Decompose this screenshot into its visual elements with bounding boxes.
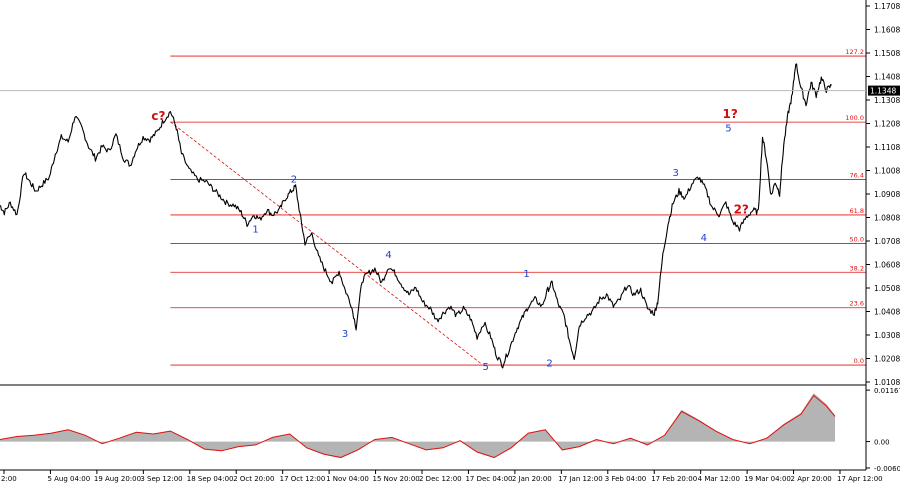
price-tick-label: 1.1508 [874, 49, 900, 58]
time-label: 2 Jan 20:00 [512, 475, 552, 483]
price-tick-label: 1.0608 [874, 261, 900, 270]
wave-label: 5 [725, 123, 731, 134]
wave-label: 3 [342, 329, 348, 340]
wave-label: 1 [252, 224, 258, 235]
current-price-label: 1.1348 [870, 87, 896, 96]
oscillator-tick-label: 0.00 [874, 439, 890, 447]
wave-label: 1? [723, 107, 738, 121]
oscillator-signal-line [0, 394, 836, 459]
wave-label: 1 [523, 269, 529, 280]
time-label: 3 Feb 04:00 [605, 475, 646, 483]
price-tick-label: 1.0108 [874, 378, 900, 387]
oscillator-tick-label: -0.00604 [874, 465, 900, 473]
wave-labels: c? 1 2 3 4 5 1 2 3 4 5 1? 2? [151, 107, 749, 373]
time-label: 4 Mar 12:00 [698, 475, 740, 483]
time-axis: 2:00 5 Aug 04:00 19 Aug 20:00 3 Sep 12:00 18… [1, 470, 883, 483]
price-tick-label: 1.1708 [874, 2, 900, 11]
time-label: 5 Aug 04:00 [47, 475, 90, 483]
wave-label: c? [151, 109, 165, 123]
price-tick-label: 1.1608 [874, 26, 900, 35]
price-tick-label: 1.0408 [874, 308, 900, 317]
oscillator-tick-label: 0.01167 [874, 387, 900, 395]
fib-level-label: 50.0 [850, 236, 864, 244]
price-tick-label: 1.1008 [874, 167, 900, 176]
fib-level-label: 23.6 [850, 300, 864, 308]
wave-label: 5 [482, 362, 488, 373]
time-label: 17 Dec 04:00 [465, 475, 512, 483]
price-tick-label: 1.1108 [874, 143, 900, 152]
time-label: 17 Feb 20:00 [651, 475, 697, 483]
fib-level-label: 100.0 [845, 114, 864, 122]
price-tick-label: 1.0508 [874, 284, 900, 293]
price-series [0, 63, 832, 369]
time-label: 17 Apr 12:00 [837, 475, 883, 483]
price-tick-label: 1.1208 [874, 120, 900, 129]
fib-level-label: 127.2 [845, 48, 864, 56]
time-label: 17 Oct 12:00 [280, 475, 326, 483]
time-label: 2 Apr 20:00 [791, 475, 832, 483]
time-label: 1 Nov 04:00 [326, 475, 369, 483]
time-label: 2 Oct 20:00 [233, 475, 274, 483]
price-tick-label: 1.1408 [874, 73, 900, 82]
time-label: 19 Mar 04:00 [744, 475, 791, 483]
fib-level-label: 38.2 [850, 264, 864, 272]
fib-level-label: 0.0 [854, 357, 864, 365]
wave-label: 2 [546, 358, 552, 369]
time-label: 17 Jan 12:00 [558, 475, 602, 483]
fib-level-label: 76.4 [850, 171, 864, 179]
wave-label: 3 [672, 168, 678, 179]
oscillator-panel: 0.01167 0.00 -0.00604 [0, 387, 900, 473]
price-line [0, 63, 832, 369]
time-label: 2 Dec 12:00 [419, 475, 462, 483]
trend-line [170, 121, 482, 365]
time-label: 19 Aug 20:00 [94, 475, 141, 483]
current-price-badge [868, 85, 900, 96]
fibonacci-levels: 127.2 100.0 76.4 61.8 50.0 38.2 23.6 0.0 [170, 48, 866, 366]
wave-label: 4 [385, 250, 391, 261]
wave-label: 2 [291, 174, 297, 185]
oscillator-histogram [0, 393, 835, 459]
price-tick-label: 1.0808 [874, 214, 900, 223]
time-label: 3 Sep 12:00 [140, 475, 182, 483]
price-tick-label: 1.0708 [874, 237, 900, 246]
price-tick-label: 1.1308 [874, 96, 900, 105]
time-label: 18 Sep 04:00 [187, 475, 234, 483]
time-label: 2:00 [1, 475, 17, 483]
wave-label: 2? [734, 202, 749, 216]
wave-label: 4 [701, 233, 707, 244]
price-tick-label: 1.0308 [874, 331, 900, 340]
fib-level-label: 61.8 [850, 207, 864, 215]
time-label: 15 Nov 20:00 [373, 475, 420, 483]
price-tick-label: 1.0908 [874, 190, 900, 199]
price-tick-label: 1.0208 [874, 355, 900, 364]
price-axis: 1.1708 1.1608 1.1508 1.1408 1.1308 1.1208 1.11… [0, 0, 900, 471]
